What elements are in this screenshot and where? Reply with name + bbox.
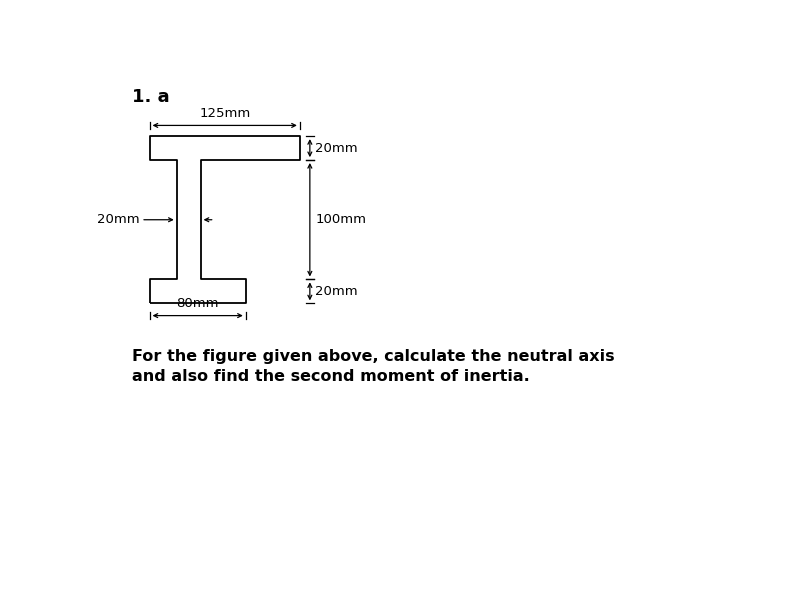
Text: 20mm: 20mm	[315, 142, 358, 154]
Text: and also find the second moment of inertia.: and also find the second moment of inert…	[132, 369, 530, 384]
Text: 100mm: 100mm	[315, 213, 366, 226]
Text: 20mm: 20mm	[97, 213, 140, 226]
Text: 1. a: 1. a	[132, 88, 169, 105]
Text: 125mm: 125mm	[199, 107, 250, 120]
Text: For the figure given above, calculate the neutral axis: For the figure given above, calculate th…	[132, 349, 615, 365]
Text: 80mm: 80mm	[176, 297, 219, 311]
Text: 20mm: 20mm	[315, 285, 358, 298]
